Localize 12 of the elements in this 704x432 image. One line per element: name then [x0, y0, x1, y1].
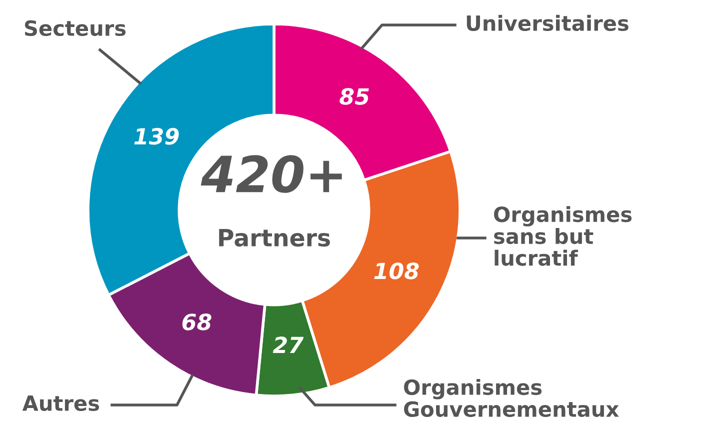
slice-label: Universitaires	[466, 14, 628, 32]
slice-label: Organismes Gouvernementaux	[404, 378, 619, 417]
slice-label: Organismes sans but lucratif	[494, 206, 632, 266]
text: Partners	[219, 229, 330, 247]
data-label: 85	[340, 88, 369, 105]
data-label: 108	[374, 262, 419, 280]
data-label: 68	[182, 314, 212, 330]
slice-label: Autres	[22, 396, 100, 412]
slice-label: Secteurs	[24, 20, 126, 36]
data-label: 27	[272, 336, 304, 354]
text: 420+	[200, 155, 342, 193]
data-label: 139	[134, 128, 179, 145]
